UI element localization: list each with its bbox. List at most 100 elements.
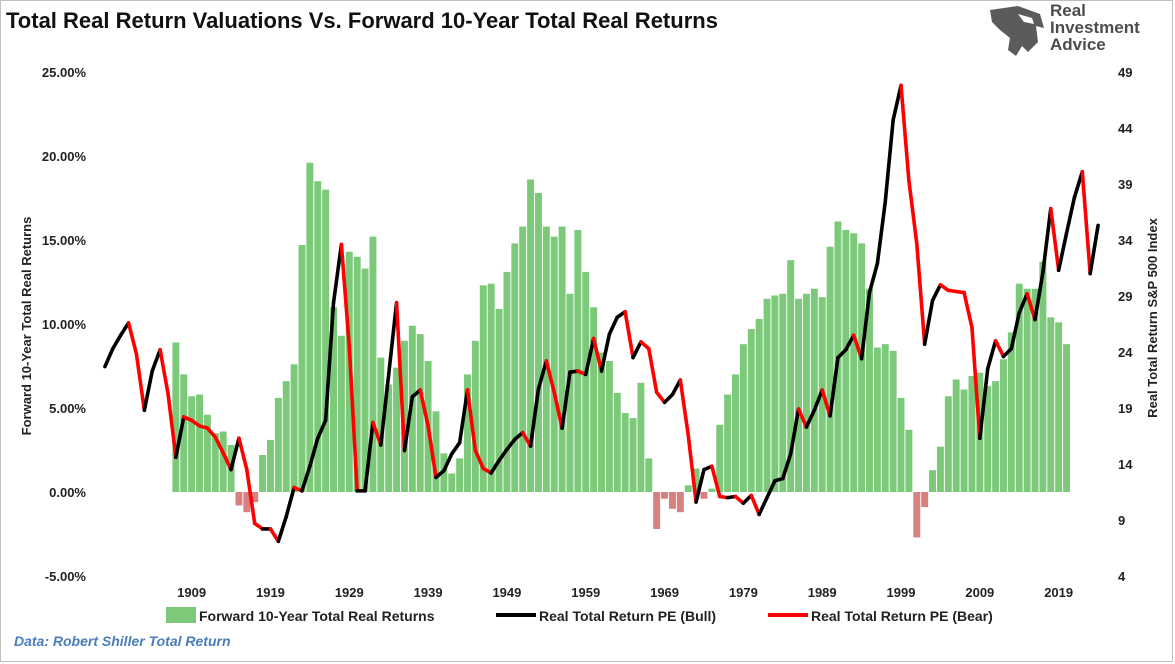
bear-line-segment <box>820 388 832 418</box>
x-tick-label: 1979 <box>729 585 758 600</box>
bar <box>637 382 645 492</box>
y2-tick-label: 24 <box>1118 345 1133 360</box>
bar <box>243 492 251 513</box>
bar <box>550 236 558 492</box>
bull-line-segment <box>505 437 517 452</box>
bull-line-segment <box>386 300 399 377</box>
bar <box>653 492 661 529</box>
x-tick-label: 1949 <box>492 585 521 600</box>
bear-line-segment <box>213 435 225 455</box>
bear-line-segment <box>623 309 635 360</box>
y-axis-right: 49 44 39 34 29 24 19 14 9 4 <box>1118 65 1133 584</box>
x-tick-label: 1919 <box>256 585 285 600</box>
bar <box>1055 322 1063 492</box>
bar <box>416 334 424 492</box>
bar <box>692 468 700 492</box>
bar <box>802 293 810 492</box>
x-tick-label: 2009 <box>965 585 994 600</box>
bear-line-segment <box>465 388 478 453</box>
bar <box>700 492 708 499</box>
bear-line-segment <box>686 433 698 504</box>
bar <box>337 335 345 492</box>
bear-line-segment <box>993 338 1006 359</box>
bull-line-segment <box>528 387 541 448</box>
bull-line-segment <box>1064 195 1077 236</box>
bull-line-segment <box>780 452 793 481</box>
bull-line-segment <box>497 447 509 463</box>
bar <box>503 271 511 492</box>
bar <box>266 439 274 492</box>
bar <box>385 384 393 492</box>
bull-line-segment <box>536 359 549 391</box>
legend: Forward 10-Year Total Real Returns Real … <box>166 607 993 624</box>
bar <box>763 298 771 492</box>
bar <box>464 374 471 492</box>
bull-line-segment <box>1088 223 1100 276</box>
bar <box>534 192 542 492</box>
bull-line-segment <box>229 436 241 472</box>
bear-line-segment <box>158 347 170 396</box>
bar <box>960 389 968 492</box>
bull-line-segment <box>142 369 155 413</box>
y2-tick-label: 4 <box>1118 569 1126 584</box>
bear-line-segment <box>1080 169 1092 276</box>
bar <box>369 236 377 492</box>
bar <box>479 285 487 492</box>
x-tick-label: 1959 <box>571 585 600 600</box>
x-tick-label: 2019 <box>1044 585 1073 600</box>
bar <box>826 246 834 492</box>
bar <box>172 342 180 492</box>
bull-line-segment <box>449 440 462 456</box>
y2-tick-label: 29 <box>1118 289 1132 304</box>
bar <box>306 162 314 492</box>
bull-line-segment <box>867 261 880 295</box>
bull-line-segment <box>1056 231 1069 273</box>
bar <box>952 379 960 492</box>
bar <box>598 352 605 492</box>
bull-line-segment <box>300 464 312 493</box>
eagle-icon <box>990 6 1044 56</box>
bar <box>527 179 535 492</box>
bull-line-segment <box>1017 291 1029 315</box>
bar <box>873 347 881 492</box>
bar <box>732 374 739 492</box>
bar <box>353 256 361 492</box>
bear-line-segment <box>237 436 249 472</box>
bar <box>1047 317 1055 492</box>
bear-line-segment <box>1025 291 1037 322</box>
bear-line-segment <box>749 493 761 517</box>
bull-line-segment <box>276 514 289 544</box>
bar <box>196 394 203 492</box>
bull-line-segment <box>363 420 375 493</box>
y2-tick-label: 44 <box>1118 121 1133 136</box>
bear-line-segment <box>544 359 557 395</box>
bar <box>716 424 724 492</box>
bar <box>251 492 259 503</box>
bar <box>1007 332 1015 492</box>
bull-line-segment <box>788 407 801 456</box>
y2-tick-label: 49 <box>1118 65 1132 80</box>
bull-line-segment <box>883 118 895 204</box>
bear-line-segment <box>394 300 407 453</box>
bar <box>992 381 1000 492</box>
bull-line-segment <box>812 388 824 413</box>
bar <box>590 307 598 492</box>
legend-label-bars: Forward 10-Year Total Real Returns <box>199 608 435 624</box>
bull-line-segment <box>284 485 296 519</box>
bar <box>661 492 669 499</box>
bar-series <box>172 162 1070 538</box>
logo-line-1: Real <box>1050 1 1086 20</box>
bar <box>188 396 196 492</box>
bar <box>921 492 929 508</box>
y-tick-label: 15.00% <box>42 233 87 248</box>
bar <box>936 446 944 492</box>
bar <box>889 350 897 492</box>
bar <box>676 492 684 513</box>
bull-line-segment <box>174 415 186 460</box>
bar <box>795 298 803 492</box>
bar <box>180 374 188 492</box>
y2-tick-label: 9 <box>1118 513 1125 528</box>
y-tick-label: -5.00% <box>45 569 87 584</box>
bear-line-segment <box>591 336 604 373</box>
y-tick-label: 0.00% <box>49 485 86 500</box>
